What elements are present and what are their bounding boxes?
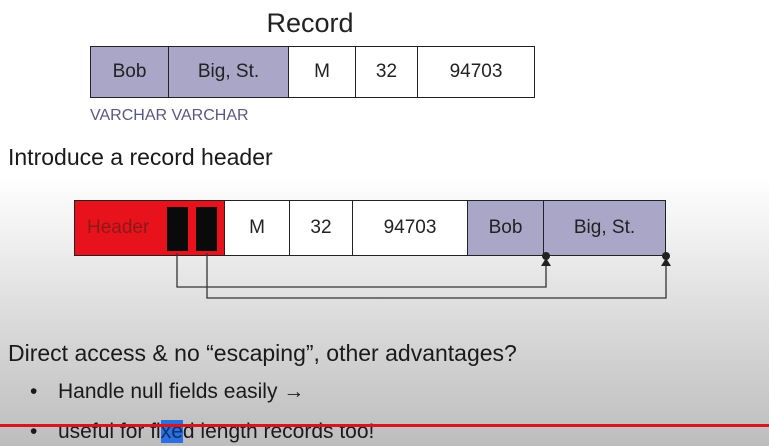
record-cell-address: Big, St. [544, 201, 665, 255]
bullet-symbol: • [30, 380, 38, 403]
record-header-label: Header [87, 217, 150, 238]
pointer-arrow-to-address [206, 253, 667, 299]
record-cell-name: Bob [91, 47, 169, 97]
pointer-arrow-to-name [176, 253, 547, 288]
record-title: Record [266, 8, 354, 38]
record-cell-age: 32 [356, 47, 418, 97]
record-cell-zip: 94703 [418, 47, 534, 97]
bullet-text: Handle null fields easily → [58, 380, 305, 403]
arrowhead [541, 258, 551, 266]
record-cell-zip: 94703 [353, 201, 468, 255]
bullet-null-fields: • Handle null fields easily → [30, 380, 304, 404]
video-progress-bar[interactable] [0, 424, 769, 427]
record-layout-top: Bob Big, St. M 32 94703 [90, 46, 535, 98]
offset-pointer-block [196, 207, 217, 251]
record-cell-gender: M [225, 201, 290, 255]
advantages-question: Direct access & no “escaping”, other adv… [8, 340, 517, 366]
offset-pointer-block [167, 207, 188, 251]
record-cell-age: 32 [290, 201, 353, 255]
field-start-dot [542, 252, 550, 260]
intro-text: Introduce a record header [8, 144, 273, 170]
record-header-cell: Header [75, 201, 225, 255]
record-layout-with-header: Header M 32 94703 Bob Big, St. [74, 200, 666, 256]
bullet-symbol: • [30, 420, 38, 443]
record-cell-gender: M [289, 47, 356, 97]
record-cell-name: Bob [468, 201, 544, 255]
arrowhead [661, 258, 671, 266]
varchar-label: VARCHAR VARCHAR [90, 107, 249, 124]
field-start-dot [662, 252, 670, 260]
record-cell-address: Big, St. [169, 47, 289, 97]
